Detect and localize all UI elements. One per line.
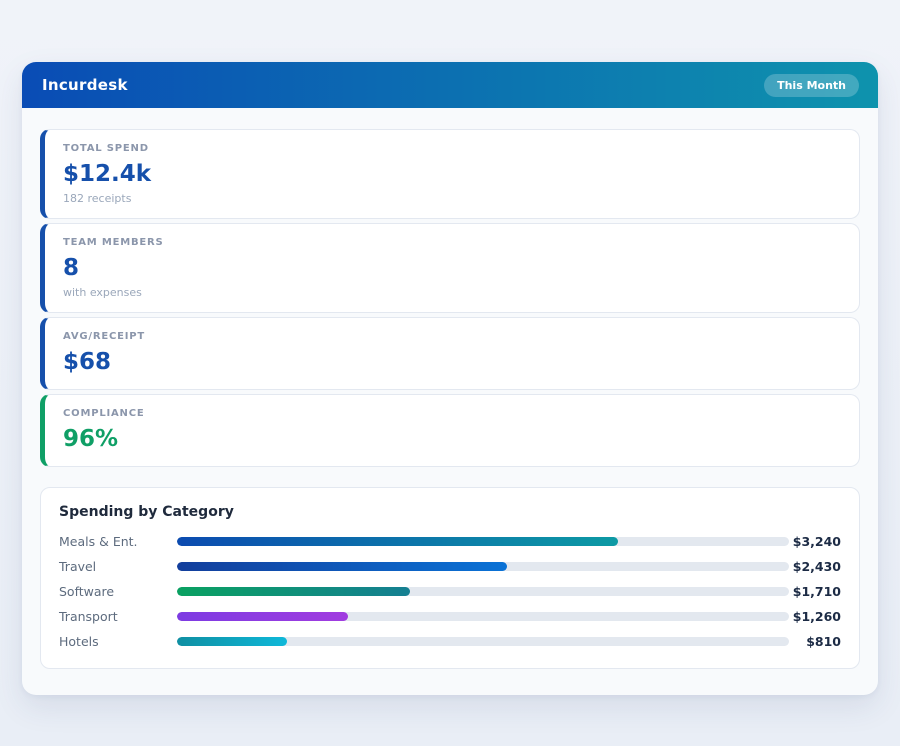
- bar-track: [177, 586, 789, 596]
- bar-fill: [177, 586, 410, 596]
- bar-value-label: $810: [806, 633, 841, 649]
- bar-category-label: Transport: [59, 608, 118, 624]
- bar-row-hotels: Hotels $810: [59, 629, 841, 654]
- spending-by-category-card: Spending by Category Meals & Ent. $3,240…: [40, 486, 860, 669]
- bar-fill: [177, 536, 618, 546]
- stats-section: TOTAL SPEND $12.4k 182 receipts TEAM MEM…: [22, 108, 878, 467]
- app-title: Incurdesk: [42, 76, 128, 94]
- period-badge[interactable]: This Month: [764, 73, 859, 97]
- stat-value: $12.4k: [63, 161, 152, 187]
- stat-value: 8: [63, 255, 80, 282]
- bar-track: [177, 536, 789, 546]
- stat-label: AVG/RECEIPT: [63, 331, 146, 343]
- bar-row-software: Software $1,710: [59, 579, 841, 604]
- bar-track: [177, 561, 789, 571]
- stat-label: COMPLIANCE: [63, 407, 145, 419]
- bar-fill: [177, 561, 508, 571]
- bar-track: [177, 611, 789, 621]
- stat-sub: with expenses: [63, 285, 142, 299]
- stat-card-compliance: COMPLIANCE 96%: [40, 393, 860, 467]
- bar-value-label: $1,260: [792, 608, 841, 624]
- stat-card-team-members: TEAM MEMBERS 8 with expenses: [40, 223, 860, 314]
- bar-fill: [177, 611, 349, 621]
- bar-value-label: $2,430: [792, 558, 841, 574]
- bar-row-transport: Transport $1,260: [59, 604, 841, 629]
- app-header: Incurdesk This Month: [22, 62, 878, 108]
- chart-title: Spending by Category: [59, 503, 234, 520]
- bar-value-label: $1,710: [792, 583, 841, 599]
- bar-category-label: Hotels: [59, 633, 99, 649]
- bar-category-label: Travel: [59, 558, 97, 574]
- stat-label: TEAM MEMBERS: [63, 237, 164, 249]
- stat-value: $68: [63, 349, 112, 376]
- stat-label: TOTAL SPEND: [63, 143, 149, 154]
- bar-fill: [177, 636, 288, 646]
- stat-card-avg-receipt: AVG/RECEIPT $68: [40, 317, 860, 390]
- dashboard-card: Incurdesk This Month TOTAL SPEND $12.4k …: [22, 62, 878, 695]
- stat-card-total-spend: TOTAL SPEND $12.4k 182 receipts: [40, 129, 860, 220]
- bar-track: [177, 636, 789, 646]
- stat-sub: 182 receipts: [63, 191, 132, 205]
- stat-value: 96%: [63, 425, 119, 452]
- bar-category-label: Meals & Ent.: [59, 533, 138, 549]
- bar-value-label: $3,240: [792, 533, 841, 549]
- bar-category-label: Software: [59, 583, 115, 599]
- bar-row-travel: Travel $2,430: [59, 554, 841, 579]
- bar-row-meals: Meals & Ent. $3,240: [59, 529, 841, 554]
